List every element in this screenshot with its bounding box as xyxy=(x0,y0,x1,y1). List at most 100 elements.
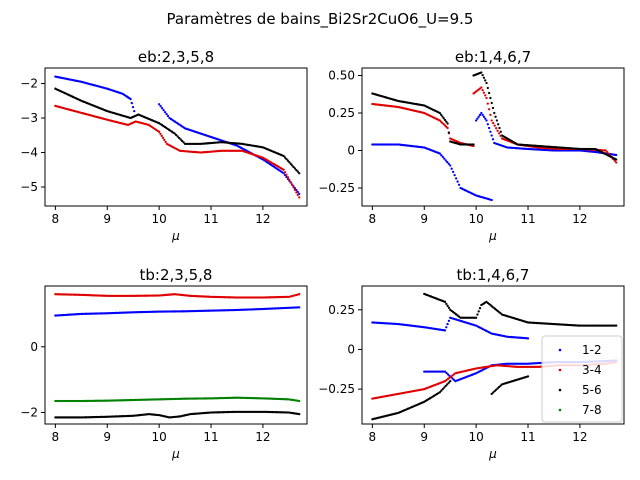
data-point xyxy=(446,383,449,386)
data-point xyxy=(283,156,287,159)
data-point xyxy=(480,71,483,74)
data-point xyxy=(129,97,132,101)
x-tick-label: 8 xyxy=(52,430,60,444)
x-tick-label: 12 xyxy=(255,212,270,226)
data-point xyxy=(486,102,489,105)
data-point xyxy=(162,108,165,112)
data-point xyxy=(497,132,501,135)
data-point xyxy=(474,119,478,122)
data-point xyxy=(160,107,164,110)
data-point xyxy=(487,126,491,130)
data-point xyxy=(292,186,295,189)
data-point xyxy=(615,153,618,157)
data-point xyxy=(292,165,295,169)
subplot-title: tb:2,3,5,8 xyxy=(140,266,213,284)
x-tick-label: 11 xyxy=(520,212,535,226)
data-point xyxy=(298,306,301,309)
y-tick-label: −5 xyxy=(20,180,38,194)
series-black xyxy=(54,87,301,175)
data-point xyxy=(456,180,459,183)
legend-entry: 1-2 xyxy=(582,343,602,357)
data-point xyxy=(497,123,500,126)
data-point xyxy=(160,134,163,138)
data-point xyxy=(157,103,161,106)
axes-frame xyxy=(44,67,308,207)
data-point xyxy=(493,124,496,127)
x-tick-label: 12 xyxy=(255,430,270,444)
data-point xyxy=(131,105,135,109)
data-point xyxy=(288,178,291,181)
data-point xyxy=(491,138,495,141)
x-tick-label: 11 xyxy=(203,212,218,226)
figure-suptitle: Paramètres de bains_Bi2Sr2CuO6_U=9.5 xyxy=(167,10,474,29)
data-point xyxy=(492,391,495,394)
data-point xyxy=(173,132,176,135)
data-point xyxy=(606,151,609,154)
legend-entry: 7-8 xyxy=(582,403,602,417)
data-point xyxy=(481,73,484,77)
data-point xyxy=(476,117,479,120)
data-point xyxy=(480,111,483,115)
data-point xyxy=(282,168,285,171)
x-tick-label: 8 xyxy=(52,212,60,226)
data-point xyxy=(492,121,495,125)
data-point xyxy=(444,384,447,388)
data-point xyxy=(613,159,616,162)
series-black xyxy=(371,292,618,421)
data-point xyxy=(450,167,453,170)
axes-frame xyxy=(44,285,308,425)
data-point xyxy=(161,136,165,140)
x-axis-label: μ xyxy=(488,229,497,243)
legend-marker xyxy=(558,388,562,392)
data-point xyxy=(157,130,161,133)
data-point xyxy=(289,181,292,184)
data-point xyxy=(477,310,480,313)
data-point xyxy=(454,177,458,180)
data-point xyxy=(484,94,487,97)
data-point xyxy=(457,183,461,186)
data-point xyxy=(484,117,487,120)
data-point xyxy=(447,162,450,165)
data-point xyxy=(487,91,491,95)
data-point xyxy=(615,161,618,164)
x-axis-label: μ xyxy=(171,447,180,461)
data-point xyxy=(496,129,499,132)
subplot-4: tb:1,4,6,7 8 9 10 11 12 −0.25 0 0.25 μ 1-2 3-4 5-6 7-… xyxy=(318,266,625,461)
data-point xyxy=(499,130,502,133)
data-point xyxy=(447,131,451,134)
axes-frame xyxy=(361,285,625,425)
x-axis-label: μ xyxy=(488,447,497,461)
data-point xyxy=(163,110,167,114)
data-point xyxy=(447,381,450,384)
data-point xyxy=(443,386,446,389)
x-tick-label: 9 xyxy=(103,212,111,226)
series-red xyxy=(371,86,618,164)
data-point xyxy=(440,389,443,392)
subplot-title: eb:2,3,5,8 xyxy=(138,48,214,66)
data-point xyxy=(446,373,450,376)
panels: eb:2,3,5,8 8 9 10 11 12 −5 −4 −3 −2 μ eb:1,4,6,7 8 9 1… xyxy=(20,48,625,461)
data-point xyxy=(445,302,448,305)
x-tick-label: 12 xyxy=(572,212,587,226)
data-point xyxy=(298,399,301,403)
data-point xyxy=(178,136,181,140)
legend-box xyxy=(541,335,623,423)
y-tick-label: −0.25 xyxy=(318,382,355,396)
data-point xyxy=(489,130,492,133)
data-point xyxy=(165,112,168,116)
legend-marker xyxy=(558,368,562,372)
data-point xyxy=(286,176,290,179)
data-point xyxy=(452,378,456,381)
data-point xyxy=(298,293,301,296)
data-point xyxy=(495,127,498,130)
data-point xyxy=(285,173,288,176)
y-tick-label: 0.25 xyxy=(328,303,355,317)
y-tick-label: −2 xyxy=(20,77,38,91)
data-point xyxy=(182,141,185,144)
data-point xyxy=(298,412,301,416)
data-point xyxy=(445,326,448,329)
data-point xyxy=(446,160,449,164)
data-point xyxy=(446,126,449,130)
data-point xyxy=(451,377,454,380)
